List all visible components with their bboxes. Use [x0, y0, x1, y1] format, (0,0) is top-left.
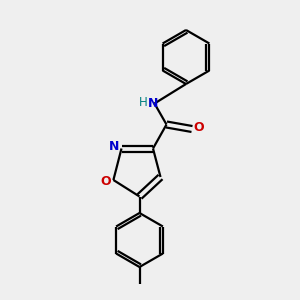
Text: O: O [193, 121, 204, 134]
Text: H: H [139, 95, 148, 109]
Text: N: N [148, 97, 158, 110]
Text: N: N [109, 140, 119, 153]
Text: O: O [100, 175, 111, 188]
